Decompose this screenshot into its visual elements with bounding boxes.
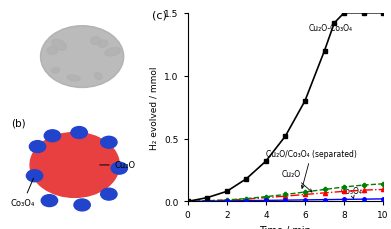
Text: (b): (b)	[11, 118, 25, 128]
Text: Cu₂O: Cu₂O	[282, 169, 312, 192]
Ellipse shape	[105, 48, 120, 57]
Ellipse shape	[98, 41, 108, 48]
Text: 1 μm: 1 μm	[46, 86, 65, 95]
Text: Cu₂O-Co₃O₄: Cu₂O-Co₃O₄	[309, 24, 353, 33]
Ellipse shape	[94, 73, 102, 80]
Circle shape	[41, 27, 124, 88]
Text: Co₃O₄: Co₃O₄	[11, 179, 35, 207]
X-axis label: Time / min: Time / min	[260, 225, 311, 229]
Ellipse shape	[52, 40, 66, 51]
Text: (a): (a)	[15, 9, 30, 19]
Circle shape	[44, 130, 61, 142]
Circle shape	[101, 137, 117, 149]
Text: Cu₂O/Co₃O₄ (separated): Cu₂O/Co₃O₄ (separated)	[266, 150, 357, 188]
Ellipse shape	[47, 47, 57, 55]
Ellipse shape	[67, 76, 80, 82]
Ellipse shape	[51, 68, 60, 74]
Text: Cu₂O: Cu₂O	[100, 161, 136, 170]
Text: Co₃O₄: Co₃O₄	[340, 186, 362, 199]
Circle shape	[71, 127, 87, 139]
Circle shape	[30, 133, 119, 197]
Circle shape	[29, 141, 46, 153]
Circle shape	[27, 170, 43, 182]
Text: (c): (c)	[152, 10, 167, 20]
Y-axis label: H₂ evolved / mmol: H₂ evolved / mmol	[150, 66, 159, 149]
Circle shape	[74, 199, 90, 211]
Circle shape	[41, 195, 57, 207]
Circle shape	[111, 163, 127, 174]
Ellipse shape	[90, 38, 100, 45]
Circle shape	[101, 188, 117, 200]
